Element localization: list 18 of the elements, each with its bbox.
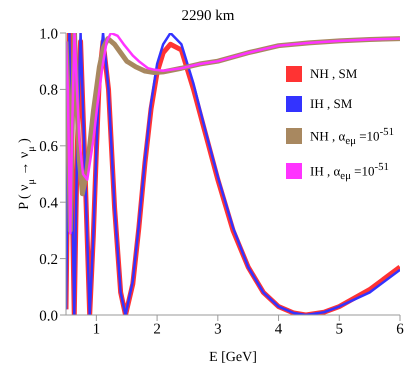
y-tick-label: 0.0 bbox=[39, 308, 58, 324]
x-axis-title: E [GeV] bbox=[209, 350, 257, 365]
chart-title: 2290 km bbox=[180, 8, 236, 25]
y-tick-label: 0.6 bbox=[39, 139, 58, 156]
x-tick-label: 6 bbox=[396, 322, 404, 338]
legend-label: NH , SM bbox=[310, 66, 358, 82]
y-tick-label: 0.8 bbox=[39, 82, 58, 99]
y-tick-label: 1.0 bbox=[39, 26, 58, 42]
y-tick-label: 0.2 bbox=[39, 252, 58, 268]
x-tick-label: 3 bbox=[214, 322, 222, 338]
legend-label: IH , SM bbox=[310, 96, 352, 112]
x-tick-label: 5 bbox=[336, 322, 344, 338]
x-tick-label: 4 bbox=[274, 322, 283, 338]
x-tick-label: 2 bbox=[153, 322, 161, 338]
x-tick-label: 1 bbox=[92, 322, 100, 338]
y-tick-label: 0.4 bbox=[39, 196, 58, 212]
legend-label: IH , α$_{eμ}$ =10$^{-51}$ bbox=[310, 160, 389, 182]
legend-label: NH , α$_{eμ}$ =10$^{-51}$ bbox=[310, 126, 394, 147]
